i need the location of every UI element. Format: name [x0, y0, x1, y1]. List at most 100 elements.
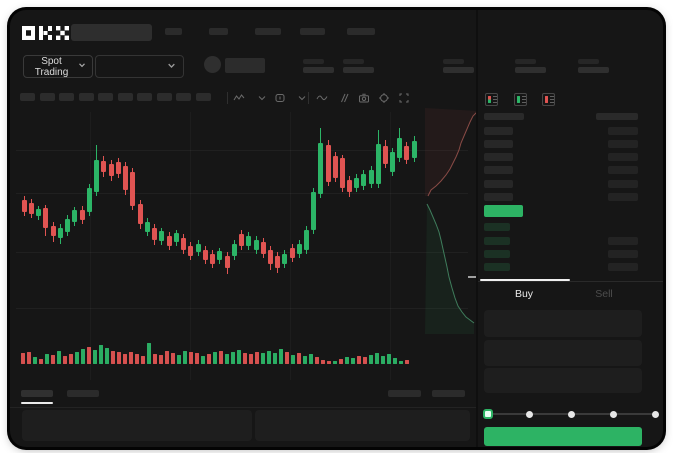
chevron-down-icon[interactable] — [296, 92, 308, 104]
candle — [225, 256, 230, 268]
timeframe-button-skeleton[interactable] — [20, 93, 35, 101]
nav-item-skeleton[interactable] — [209, 28, 228, 35]
chevron-down-icon[interactable] — [256, 92, 268, 104]
volume-bar — [117, 352, 121, 364]
amount-slider-stop[interactable] — [526, 410, 534, 418]
timeframe-button-skeleton[interactable] — [59, 93, 74, 101]
orderbook-asks-icon[interactable] — [542, 93, 555, 106]
nav-item-skeleton[interactable] — [255, 28, 281, 35]
candle — [232, 244, 237, 256]
ticker-stat-label-skeleton — [303, 59, 324, 64]
camera-icon[interactable] — [358, 92, 370, 104]
fullscreen-icon[interactable] — [398, 92, 410, 104]
ask-price-skeleton[interactable] — [484, 127, 513, 135]
ask-size-skeleton[interactable] — [608, 166, 638, 174]
orders-table-skeleton — [22, 410, 252, 441]
nav-search-skeleton[interactable] — [71, 24, 152, 41]
nav-item-skeleton[interactable] — [165, 28, 182, 35]
nav-item-skeleton[interactable] — [300, 28, 325, 35]
timeframe-button-skeleton[interactable] — [39, 93, 55, 101]
volume-bar — [303, 356, 307, 364]
bottom-tab-skeleton[interactable] — [67, 390, 99, 397]
candle — [397, 138, 402, 158]
timeframe-button-skeleton[interactable] — [195, 93, 211, 101]
ticker-stat-value-skeleton — [515, 67, 546, 73]
ticker-stat-label-skeleton — [443, 59, 464, 64]
candlestick-chart[interactable] — [10, 108, 476, 388]
nav-item-skeleton[interactable] — [347, 28, 375, 35]
ask-size-skeleton[interactable] — [608, 180, 638, 188]
ask-size-skeleton[interactable] — [608, 140, 638, 148]
timeframe-button-skeleton[interactable] — [78, 93, 94, 101]
orderbook-bids-icon[interactable] — [514, 93, 527, 106]
ticker-stat-label-skeleton — [578, 59, 599, 64]
volume-bar — [123, 354, 127, 364]
candle — [369, 170, 374, 184]
volume-bar — [87, 347, 91, 364]
ask-price-skeleton[interactable] — [484, 140, 513, 148]
ask-size-skeleton[interactable] — [608, 127, 638, 135]
ticker-stat-label-skeleton — [515, 59, 536, 64]
ask-price-skeleton[interactable] — [484, 193, 513, 201]
ask-size-skeleton[interactable] — [608, 153, 638, 161]
volume-bar — [21, 353, 25, 364]
amount-slider-handle[interactable] — [483, 409, 493, 419]
candle — [36, 209, 41, 216]
candle — [80, 210, 85, 220]
bottom-action-skeleton[interactable] — [388, 390, 421, 397]
timeframe-button-skeleton[interactable] — [98, 93, 113, 101]
bid-price-skeleton[interactable] — [484, 250, 510, 258]
settings-gear-icon[interactable] — [378, 92, 390, 104]
wave-line-icon[interactable] — [316, 92, 328, 104]
last-price-badge[interactable] — [484, 205, 523, 217]
candle — [51, 226, 56, 236]
timeframe-button-skeleton[interactable] — [156, 93, 172, 101]
tab-buy[interactable]: Buy — [514, 288, 534, 300]
bid-size-skeleton[interactable] — [608, 250, 638, 258]
candle — [239, 234, 244, 246]
volume-bar — [297, 353, 301, 364]
compare-slashes-icon[interactable] — [338, 92, 350, 104]
bid-size-skeleton[interactable] — [608, 237, 638, 245]
toolbar-separator — [227, 92, 228, 104]
depth-chart — [425, 108, 478, 334]
zigzag-indicator-icon[interactable] — [233, 92, 245, 104]
volume-bar — [141, 356, 145, 364]
chart-gridline — [16, 252, 468, 253]
pair-selector-dropdown[interactable] — [95, 55, 184, 78]
timeframe-button-skeleton[interactable] — [117, 93, 133, 101]
amount-slider-stop[interactable] — [568, 410, 575, 418]
trading-mode-dropdown[interactable]: Spot Trading — [23, 55, 93, 78]
volume-bar — [69, 354, 73, 364]
timeframe-button-skeleton[interactable] — [137, 93, 152, 101]
candle — [181, 238, 186, 250]
volume-bar — [363, 357, 367, 364]
ticker-stat-value-skeleton — [443, 67, 474, 73]
panel-divider — [476, 10, 478, 447]
ask-price-skeleton[interactable] — [484, 153, 513, 161]
ask-price-skeleton[interactable] — [484, 180, 513, 188]
bid-price-skeleton[interactable] — [484, 263, 510, 271]
order-price-field-skeleton[interactable] — [484, 310, 642, 337]
tabs-divider — [478, 281, 663, 282]
ask-size-skeleton[interactable] — [608, 193, 638, 201]
amount-slider-stop[interactable] — [651, 410, 659, 418]
orderbook-header-price-skeleton — [484, 113, 524, 120]
bid-price-skeleton[interactable] — [484, 237, 510, 245]
buy-submit-button[interactable] — [484, 427, 642, 446]
order-total-field-skeleton[interactable] — [484, 368, 642, 393]
tab-sell[interactable]: Sell — [595, 288, 613, 300]
order-amount-field-skeleton[interactable] — [484, 340, 642, 366]
bottom-tab-active-skeleton[interactable] — [21, 390, 53, 397]
timeframe-button-skeleton[interactable] — [176, 93, 191, 101]
candle — [297, 244, 302, 254]
bottom-action-skeleton[interactable] — [432, 390, 465, 397]
bid-size-skeleton[interactable] — [608, 263, 638, 271]
amount-slider-stop[interactable] — [609, 410, 617, 418]
ask-price-skeleton[interactable] — [484, 166, 513, 174]
bid-price-skeleton[interactable] — [484, 223, 510, 231]
volume-bar — [93, 350, 97, 364]
orderbook-combined-icon[interactable] — [485, 93, 498, 106]
volume-bar — [243, 353, 247, 364]
chart-interval-icon[interactable] — [274, 92, 286, 104]
